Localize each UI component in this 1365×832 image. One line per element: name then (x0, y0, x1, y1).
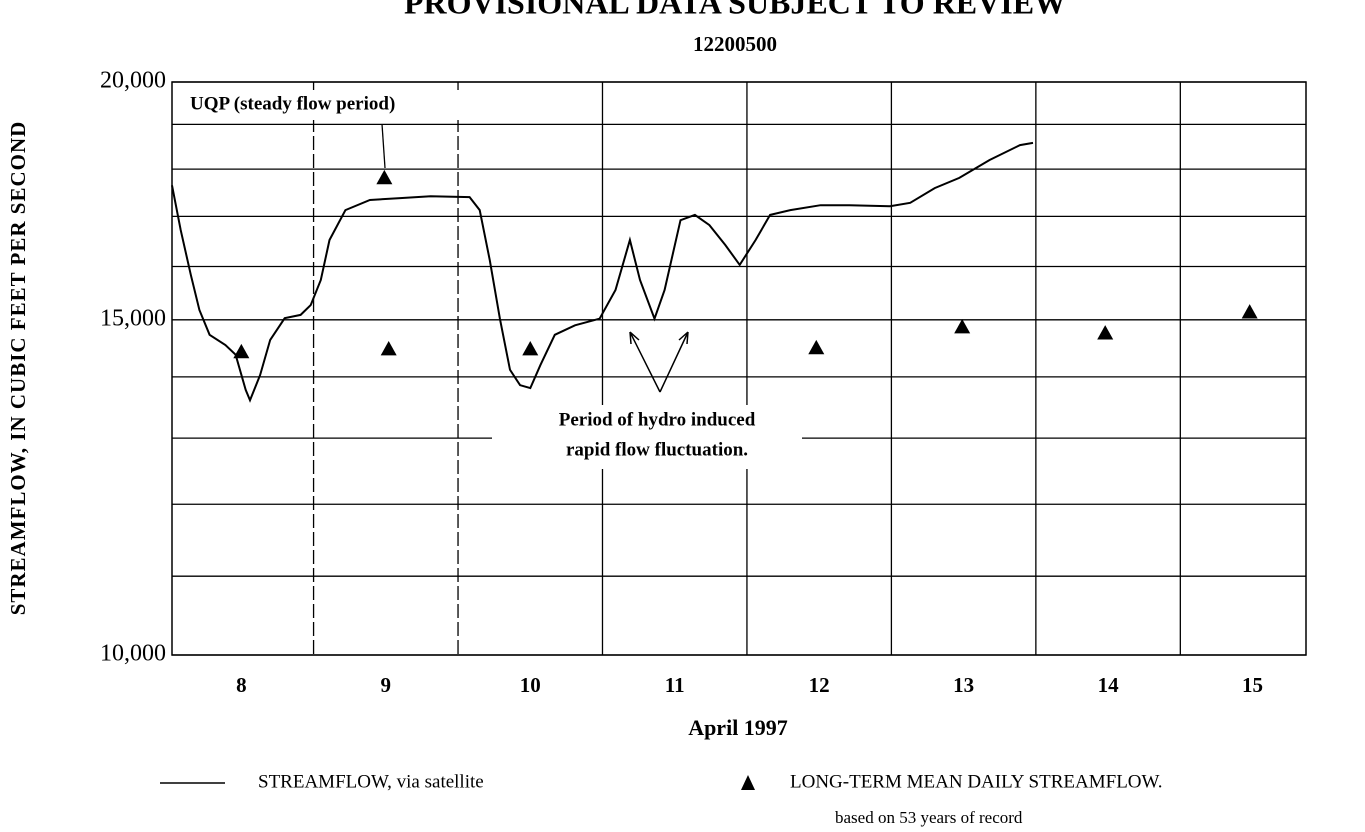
annotation-arrow (629, 331, 689, 393)
annotation-marker (376, 169, 393, 185)
plot-frame (171, 81, 1307, 656)
chart-subtitle: 12200500 (693, 32, 777, 56)
annotation-box (182, 90, 478, 120)
x-tick-label: 13 (953, 673, 974, 697)
data-point (808, 339, 825, 355)
data-point (1097, 325, 1114, 340)
x-tick-label: 11 (665, 673, 685, 697)
chart-title: PROVISIONAL DATA SUBJECT TO REVIEW (404, 0, 1066, 20)
legend-marker (741, 775, 755, 790)
x-tick-label: 8 (236, 673, 247, 697)
annotation-box (492, 405, 802, 469)
annotation: rapid flow fluctuation. (566, 439, 748, 460)
y-tick-label: 15,000 (100, 305, 166, 331)
y-tick-label: 20,000 (100, 68, 166, 94)
legend-note: based on 53 years of record (835, 808, 1023, 827)
legend: STREAMFLOW, via satellite LONG-TERM MEAN… (160, 771, 1162, 827)
x-axis-label: April 1997 (688, 715, 788, 740)
data-point (954, 319, 971, 334)
data-line (171, 141, 1034, 403)
data-point (522, 340, 539, 356)
legend-label: STREAMFLOW, via satellite (258, 771, 484, 792)
y-tick-label: 10,000 (100, 641, 166, 667)
plot-area: 10,000 15,000 20,000 8 9 10 11 12 13 14 15 (100, 68, 1307, 697)
legend-label: LONG-TERM MEAN DAILY STREAMFLOW. (790, 771, 1162, 792)
annotation: UQP (steady flow period) (190, 93, 395, 114)
data-point (233, 343, 250, 359)
data-point (1241, 304, 1258, 319)
x-tick-label: 12 (809, 673, 830, 697)
data-point (380, 340, 397, 356)
x-tick-label: 9 (381, 673, 392, 697)
annotations: UQP (steady flow period) Period of hydro… (182, 90, 802, 469)
x-tick-label: 14 (1098, 673, 1120, 697)
annotation: Period of hydro induced (559, 409, 756, 430)
x-tick-label: 10 (520, 673, 541, 697)
y-axis-label: STREAMFLOW, IN CUBIC FEET PER SECOND (6, 121, 30, 616)
annotation-arrow (381, 123, 386, 169)
x-tick-label: 15 (1242, 673, 1263, 697)
